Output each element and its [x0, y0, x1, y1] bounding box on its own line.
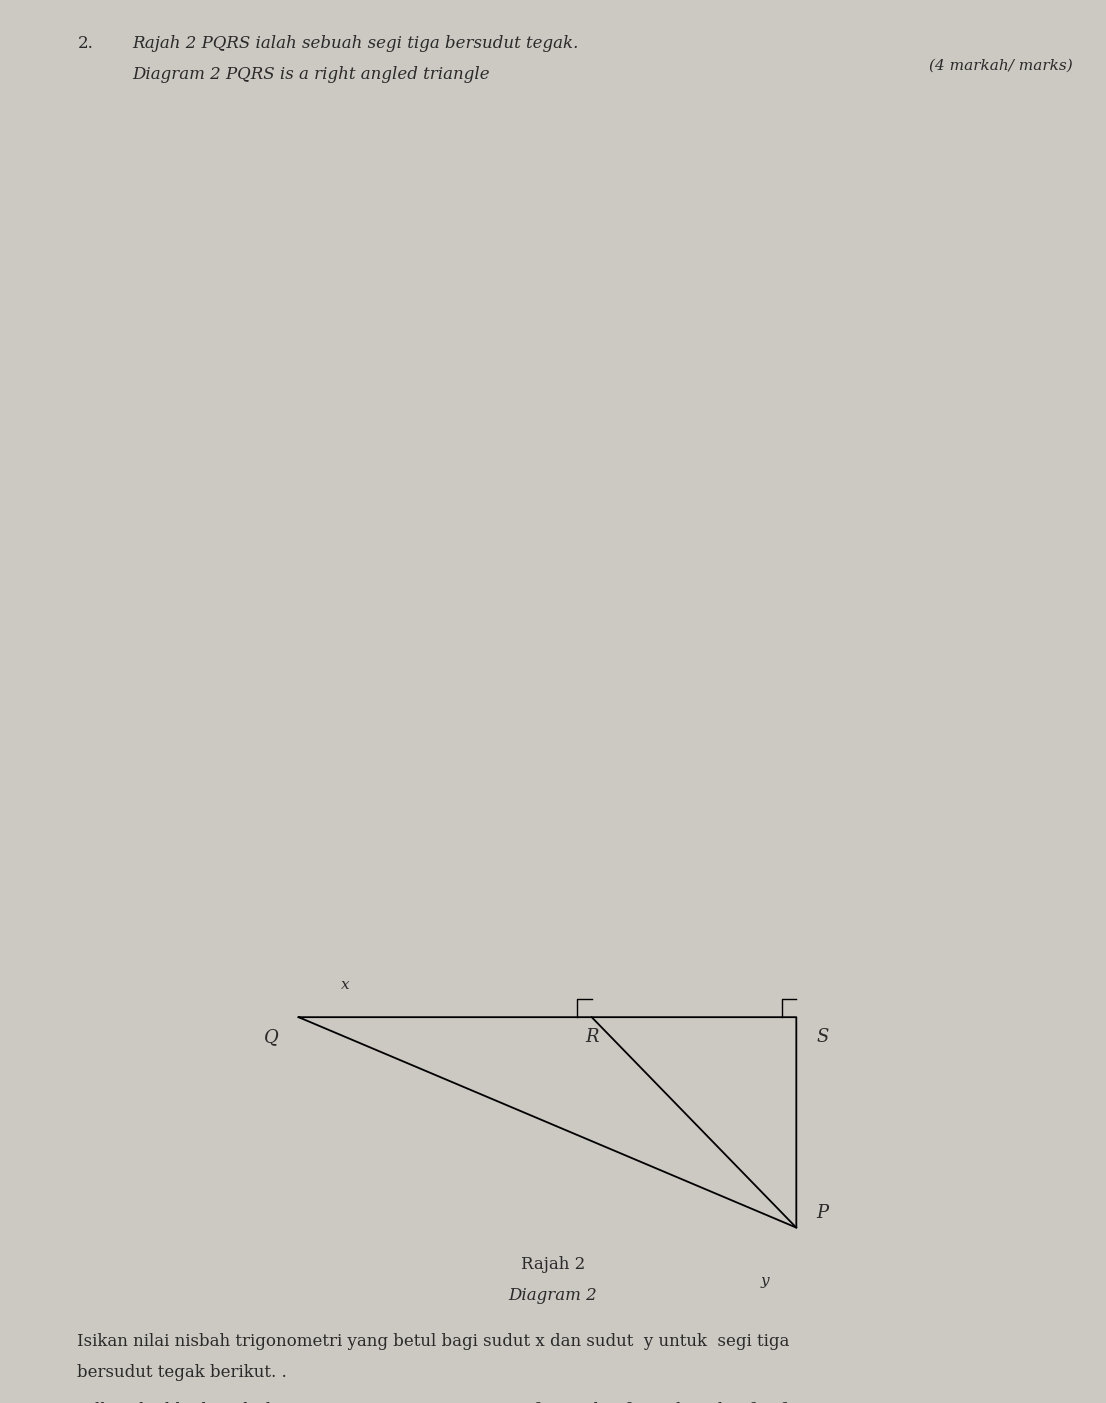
- Text: S: S: [816, 1028, 828, 1047]
- Text: x: x: [341, 978, 349, 992]
- Text: Diagram 2: Diagram 2: [509, 1287, 597, 1303]
- Text: Isikan nilai nisbah trigonometri yang betul bagi sudut x dan sudut  y untuk  seg: Isikan nilai nisbah trigonometri yang be…: [77, 1333, 790, 1350]
- Text: (4 markah/ marks): (4 markah/ marks): [929, 59, 1073, 73]
- Text: y: y: [761, 1274, 770, 1288]
- Text: 2.: 2.: [77, 35, 93, 52]
- Text: R: R: [585, 1028, 598, 1047]
- Text: Q: Q: [264, 1028, 279, 1047]
- Text: Diagram 2 PQRS is a right angled triangle: Diagram 2 PQRS is a right angled triangl…: [133, 66, 490, 83]
- Text: P: P: [816, 1204, 828, 1222]
- Text: bersudut tegak berikut. .: bersudut tegak berikut. .: [77, 1364, 288, 1381]
- Text: Rajah 2 PQRS ialah sebuah segi tiga bersudut tegak.: Rajah 2 PQRS ialah sebuah segi tiga bers…: [133, 35, 580, 52]
- Text: Rajah 2: Rajah 2: [521, 1256, 585, 1273]
